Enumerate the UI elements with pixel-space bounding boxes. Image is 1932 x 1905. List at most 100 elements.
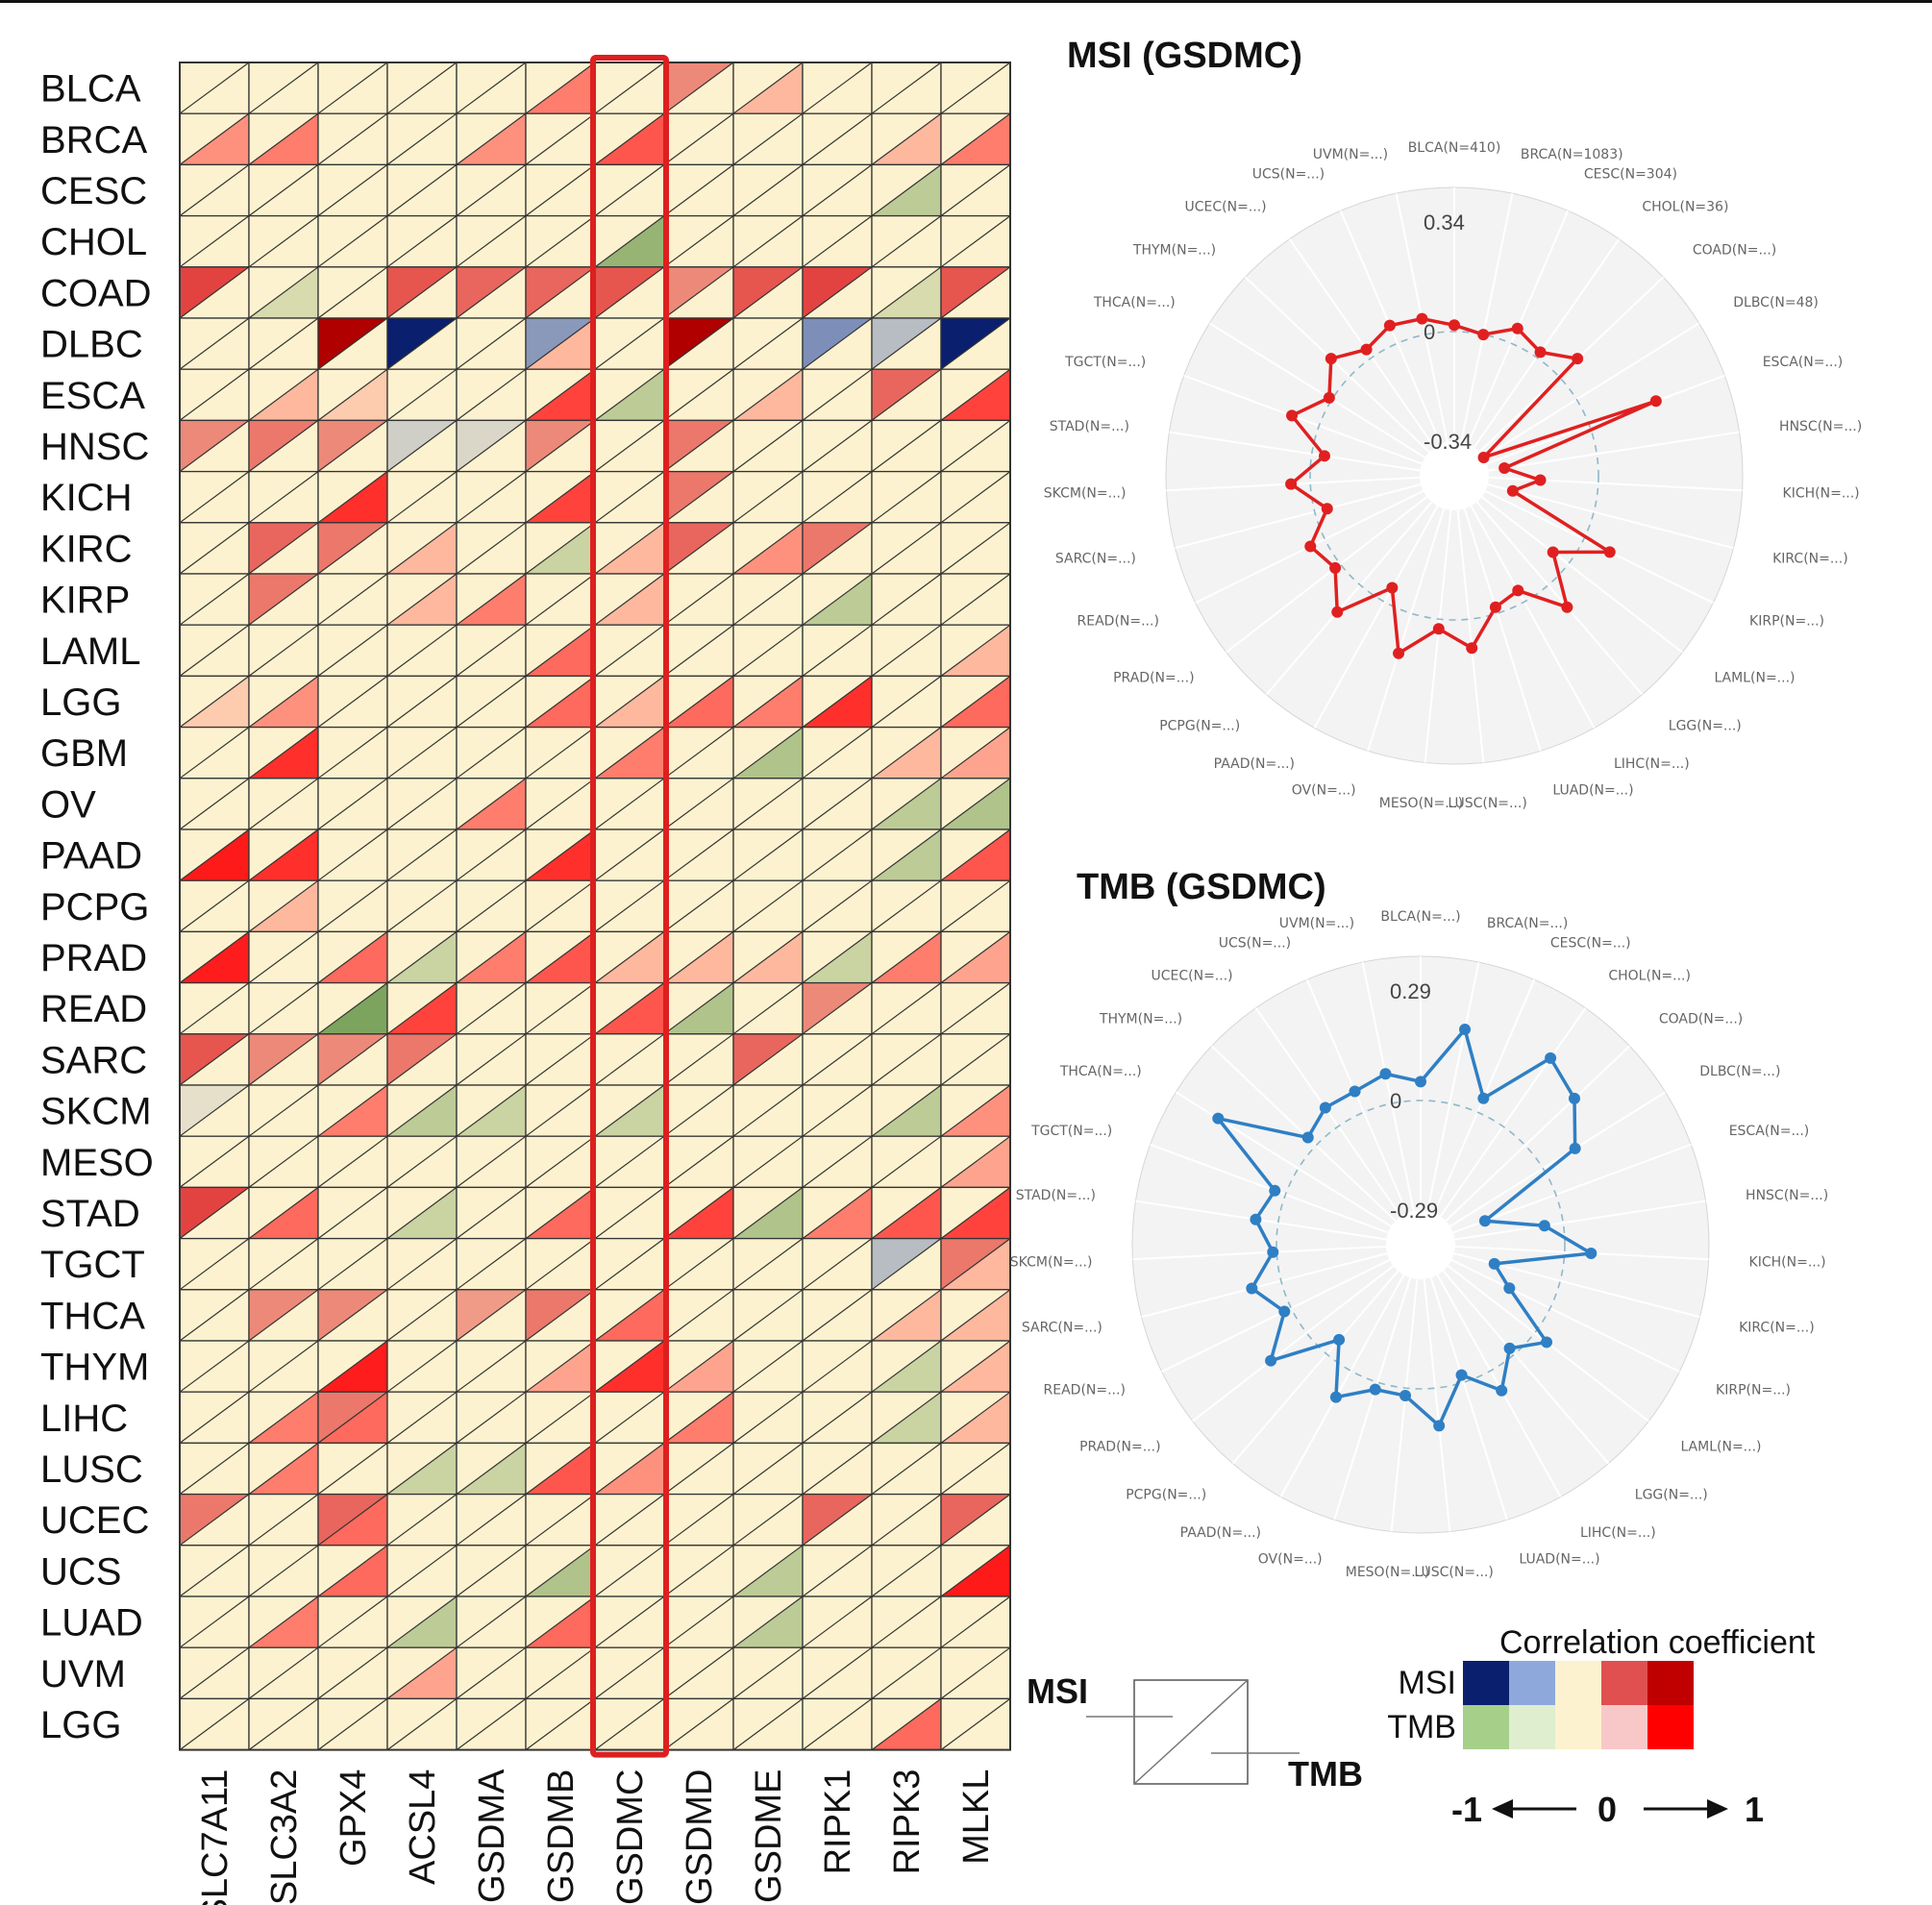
radar-spoke xyxy=(1367,508,1446,752)
heatmap-cell-diagonal xyxy=(525,522,596,575)
radar-spoke-label: MESO(N=...) xyxy=(1346,1565,1429,1580)
heatmap-cell-diagonal xyxy=(663,1596,734,1648)
heatmap-cell-diagonal xyxy=(525,471,596,524)
heatmap-cell-diagonal xyxy=(386,1135,458,1188)
heatmap-cell-diagonal xyxy=(732,1697,804,1751)
heatmap-cell-diagonal xyxy=(525,1238,596,1291)
radar-point xyxy=(1323,391,1335,404)
heatmap-cell-diagonal xyxy=(525,879,596,932)
heatmap-cell-diagonal xyxy=(179,471,250,524)
legend-arrowhead-right xyxy=(1707,1799,1728,1818)
heatmap-cell-diagonal xyxy=(179,1391,250,1444)
radar-point xyxy=(1331,606,1344,618)
heatmap-cell-diagonal xyxy=(594,624,665,677)
heatmap-cell-diagonal xyxy=(732,1135,804,1188)
legend-swatch-tmb xyxy=(1509,1705,1555,1749)
column-label: GSDME xyxy=(749,1769,789,1903)
heatmap-cell-diagonal xyxy=(802,829,873,881)
heatmap-cell-diagonal xyxy=(663,163,734,217)
radar-point xyxy=(1545,1051,1557,1064)
heatmap-cell-diagonal xyxy=(179,215,250,268)
radar-center xyxy=(1386,1210,1455,1279)
radar-spoke-label: KIRC(N=...) xyxy=(1739,1321,1815,1336)
radar-spoke-label: PCPG(N=...) xyxy=(1159,718,1240,733)
heatmap-cell-diagonal xyxy=(248,1596,319,1648)
heatmap-cell-diagonal xyxy=(317,778,388,830)
heatmap-cell-diagonal xyxy=(386,1646,458,1699)
heatmap-cell-diagonal xyxy=(179,522,250,575)
radar-point xyxy=(1250,1213,1262,1225)
radar-spoke xyxy=(1333,1277,1412,1521)
radar-point xyxy=(1499,462,1511,475)
heatmap-cell-diagonal xyxy=(802,1545,873,1597)
radar-spoke-label: TGCT(N=...) xyxy=(1030,1124,1112,1139)
radar-spoke xyxy=(1483,322,1700,458)
heatmap-cell-diagonal xyxy=(871,317,942,370)
radar-point xyxy=(1477,1092,1490,1104)
heatmap-cell-diagonal xyxy=(732,62,804,114)
radar-spoke-label: KIRP(N=...) xyxy=(1749,614,1824,630)
heatmap-cell-diagonal xyxy=(179,1494,250,1546)
heatmap-cell-diagonal xyxy=(525,62,596,114)
heatmap-cell-diagonal xyxy=(386,624,458,677)
heatmap-cell-diagonal xyxy=(594,163,665,217)
radar-point xyxy=(1503,1342,1516,1354)
radar-spoke-label: OV(N=...) xyxy=(1258,1551,1323,1567)
heatmap-cell-diagonal xyxy=(456,778,527,830)
row-label: LUAD xyxy=(40,1602,143,1645)
heatmap-cell-diagonal xyxy=(940,62,1011,114)
heatmap-cell-diagonal xyxy=(525,1596,596,1648)
radar-spoke xyxy=(1480,496,1683,654)
top-border xyxy=(0,0,1932,3)
heatmap-cell-diagonal xyxy=(317,573,388,626)
heatmap-cell-diagonal xyxy=(732,522,804,575)
radar-title: MSI (GSDMC) xyxy=(1067,36,1302,76)
heatmap-cell-diagonal xyxy=(802,1289,873,1342)
heatmap-cell-diagonal xyxy=(663,215,734,268)
heatmap-cell-diagonal xyxy=(871,1545,942,1597)
heatmap-cell-diagonal xyxy=(248,317,319,370)
heatmap-cell-diagonal xyxy=(940,1442,1011,1496)
heatmap-cell-diagonal xyxy=(386,1391,458,1444)
row-label: THYM xyxy=(40,1347,149,1389)
heatmap-cell-diagonal xyxy=(179,1646,250,1699)
radar-point xyxy=(1349,1085,1361,1098)
radar-point xyxy=(1477,329,1490,341)
heatmap-cell-diagonal xyxy=(802,419,873,473)
heatmap-cell-diagonal xyxy=(594,778,665,830)
radar-title: TMB (GSDMC) xyxy=(1077,867,1326,907)
heatmap-cell-diagonal xyxy=(179,368,250,421)
heatmap-cell-diagonal xyxy=(940,1186,1011,1240)
radar-spoke xyxy=(1426,961,1480,1211)
radar-spoke-label: LAML(N=...) xyxy=(1680,1439,1761,1454)
heatmap-cell-diagonal xyxy=(594,522,665,575)
heatmap-cell-diagonal xyxy=(317,1033,388,1086)
heatmap-cell-diagonal xyxy=(871,368,942,421)
heatmap-cell-diagonal xyxy=(594,1391,665,1444)
row-label: LUSC xyxy=(40,1448,143,1491)
heatmap-cell-diagonal xyxy=(386,163,458,217)
heatmap-cell-diagonal xyxy=(594,573,665,626)
heatmap-cell-diagonal xyxy=(663,727,734,779)
column-label: SLC3A2 xyxy=(264,1769,305,1905)
radar-point xyxy=(1286,409,1299,422)
heatmap-cell-diagonal xyxy=(456,879,527,932)
heatmap-cell-diagonal xyxy=(594,1186,665,1240)
radar-spoke-label: LGG(N=...) xyxy=(1635,1487,1708,1502)
radar-spoke xyxy=(1175,483,1422,550)
heatmap-cell-diagonal xyxy=(871,1646,942,1699)
heatmap-cell-diagonal xyxy=(248,62,319,114)
heatmap-cell-diagonal xyxy=(940,112,1011,165)
row-label: OV xyxy=(40,783,96,826)
heatmap-cell-diagonal xyxy=(663,1545,734,1597)
heatmap-cell-diagonal xyxy=(802,675,873,729)
heatmap-cell-diagonal xyxy=(386,573,458,626)
radar-spoke xyxy=(1442,1270,1610,1465)
heatmap-cell-diagonal xyxy=(317,675,388,729)
radar-spoke-label: BLCA(N=...) xyxy=(1380,909,1460,925)
heatmap-cell-diagonal xyxy=(317,727,388,779)
radar-point xyxy=(1478,1215,1491,1227)
column-label: RIPK3 xyxy=(887,1769,928,1875)
heatmap-cell-diagonal xyxy=(732,163,804,217)
heatmap-cell-diagonal xyxy=(248,1186,319,1240)
